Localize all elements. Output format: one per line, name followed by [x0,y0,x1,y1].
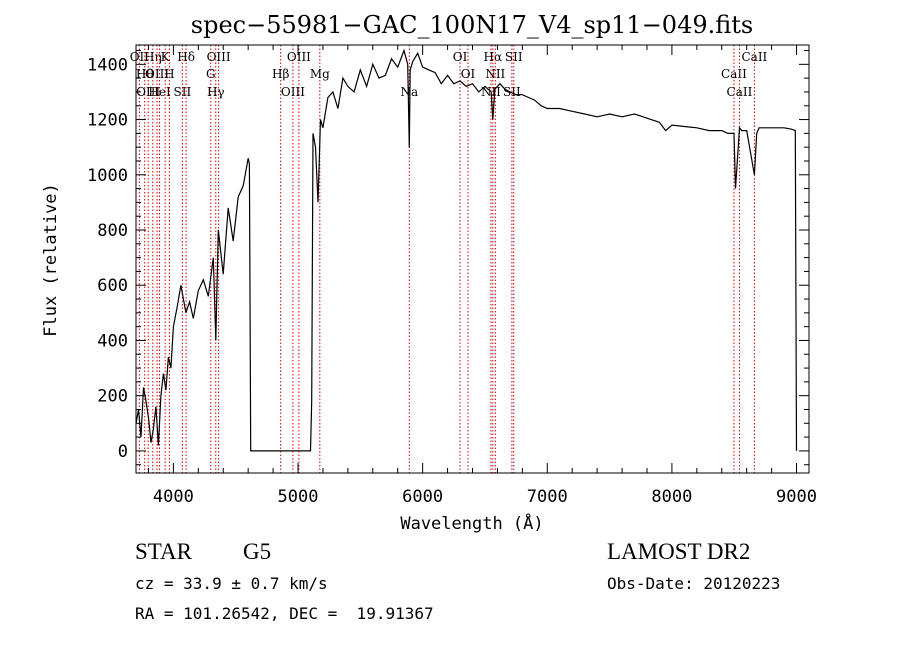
x-tick-label: 9000 [776,487,817,507]
survey-name: LAMOST DR2 [607,539,751,564]
line-marker-label: OIII [287,50,311,64]
line-marker-label: OIII [207,50,231,64]
y-tick-label: 200 [97,387,128,407]
y-tick-label: 800 [97,221,128,241]
y-tick-label: 600 [97,276,128,296]
line-marker-label: CaII [721,67,747,81]
y-tick-label: 1400 [87,55,128,75]
x-tick-label: 6000 [402,487,443,507]
line-marker-label: Hδ [177,50,195,64]
line-marker-label: SII [503,85,521,99]
plot-frame [135,44,810,474]
line-marker-label: OI [453,50,468,64]
line-marker-label: Na [400,85,418,99]
line-marker-label: HeI [148,85,171,99]
line-marker-label: G [206,67,216,81]
redshift-velocity: cz = 33.9 ± 0.7 km/s [135,574,328,593]
line-marker-label: OI [461,67,476,81]
chart-title: spec−55981−GAC_100N17_V4_sp11−049.fits [191,11,753,39]
axis-ticks: 4000 5000 6000 7000 8000 9000 0 200 400 600 800 100… [87,45,817,507]
line-marker-label: Mg [310,67,330,81]
line-marker-label: K [161,50,171,64]
line-marker-label: Hθ [136,67,154,81]
x-tick-label: 4000 [153,487,194,507]
object-subclass: G5 [243,539,272,564]
line-marker-label: Hη [144,50,162,64]
y-tick-label: 400 [97,331,128,351]
line-marker-label: H [164,67,174,81]
x-axis-label: Wavelength (Å) [400,512,543,534]
spectrum-line [135,48,798,452]
object-class: STAR [135,539,192,564]
line-marker-label: OIII [136,85,160,99]
y-axis-label: Flux (relative) [41,183,61,337]
x-tick-label: 7000 [527,487,568,507]
y-tick-label: 1200 [87,111,128,131]
line-marker-label: Hβ [272,67,289,81]
line-marker-label: CaII [741,50,767,64]
line-marker-label: Hγ [207,85,225,99]
spectral-line-markers: OIIHθOIIIHηOIIIHeIKHSIIHδGHγOIIIHβOIIIOI… [130,45,768,473]
line-marker-label: OIII [145,67,169,81]
x-tick-label: 8000 [651,487,692,507]
line-marker-label: CaII [727,85,753,99]
line-marker-label: OIII [281,85,305,99]
observation-date: Obs-Date: 20120223 [607,574,781,593]
y-tick-label: 0 [118,442,128,462]
y-tick-label: 1000 [87,166,128,186]
x-tick-label: 5000 [278,487,319,507]
line-marker-label: Hα [484,50,503,64]
line-marker-label: NII [485,67,505,81]
line-marker-label: SII [174,85,192,99]
line-marker-label: SII [505,50,523,64]
coordinates: RA = 101.26542, DEC = 19.91367 [135,604,434,623]
